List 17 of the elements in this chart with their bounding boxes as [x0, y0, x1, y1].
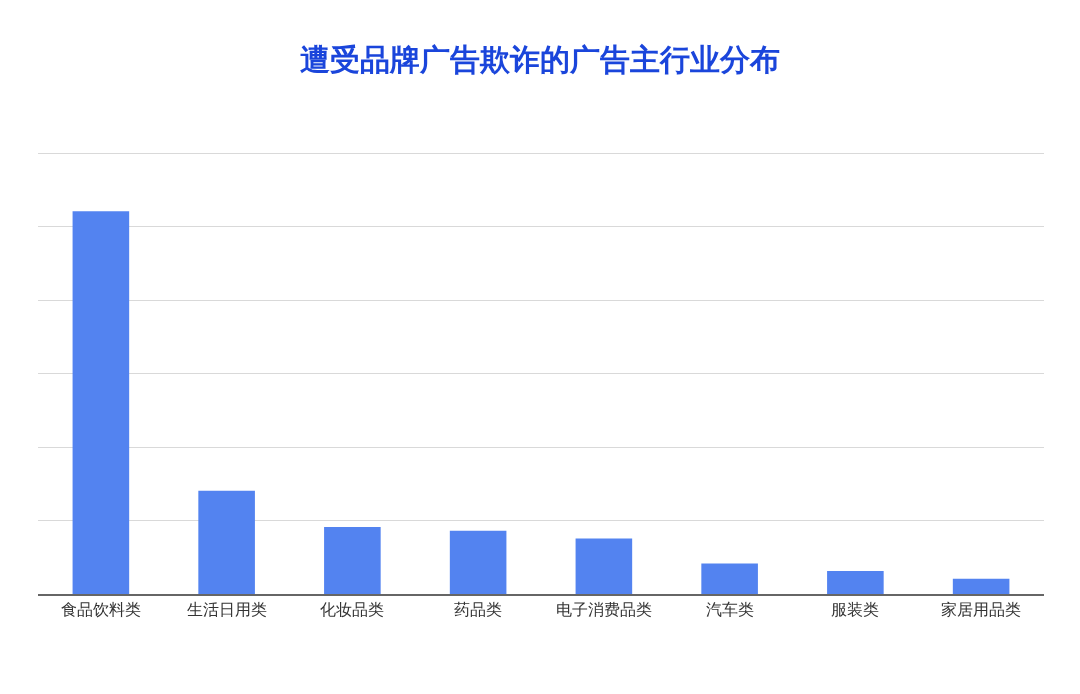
- chart-title: 遭受品牌广告欺诈的广告主行业分布: [300, 41, 780, 77]
- bar: [449, 530, 507, 594]
- bar: [72, 211, 130, 594]
- bar: [952, 578, 1010, 594]
- x-tick-label: 家居用品类: [941, 600, 1022, 620]
- bar: [324, 527, 381, 594]
- x-tick-label: 生活日用类: [186, 600, 267, 620]
- bar: [701, 563, 758, 594]
- bar: [575, 538, 633, 594]
- x-tick-label: 食品饮料类: [60, 600, 141, 620]
- bar: [827, 571, 884, 594]
- x-tick-label: 汽车类: [705, 600, 754, 620]
- x-tick-label: 化妆品类: [320, 600, 385, 620]
- x-tick-label: 电子消费品类: [555, 600, 652, 620]
- x-tick-label: 药品类: [454, 600, 503, 620]
- x-tick-label: 服装类: [831, 600, 880, 620]
- bar: [198, 490, 255, 594]
